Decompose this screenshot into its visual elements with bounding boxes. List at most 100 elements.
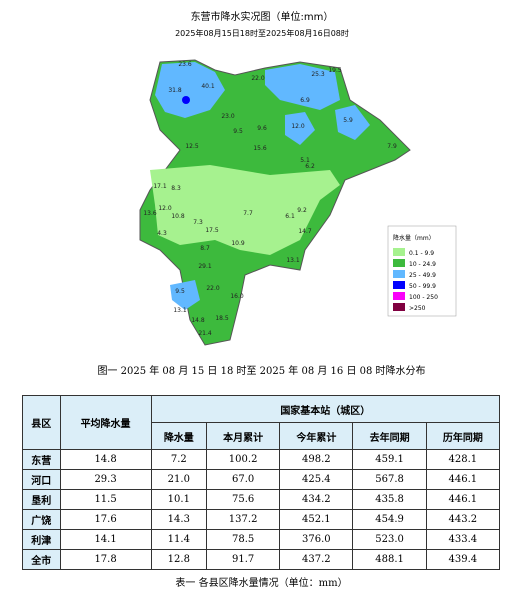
header-row: 县区 平均降水量 国家基本站（城区）: [22, 395, 501, 450]
table-cell: 567.8: [352, 469, 427, 490]
rain-area: [182, 96, 190, 104]
legend-swatch: [393, 292, 405, 300]
table-cell: 425.4: [279, 469, 354, 490]
table-cell: 100.2: [205, 449, 281, 470]
legend-swatch: [393, 270, 405, 278]
rain-area: [285, 112, 315, 145]
table-cell: 29.3: [59, 469, 152, 490]
legend-swatch: [393, 259, 405, 267]
table-cell: 459.1: [352, 449, 427, 470]
table-cell: 河口: [22, 469, 61, 490]
legend-swatch: [393, 303, 405, 311]
station-value: 7.3: [193, 219, 203, 226]
station-value: 9.2: [297, 207, 307, 214]
station-value: 40.1: [201, 83, 215, 90]
legend-label: 50 - 99.9: [409, 283, 436, 290]
station-value: 16.0: [230, 293, 244, 300]
station-value: 17.1: [153, 183, 167, 190]
station-value: 4.3: [157, 230, 167, 237]
station-value: 13.1: [286, 257, 300, 264]
legend-title: 降水量（mm）: [393, 234, 435, 242]
table-cell: 11.4: [150, 529, 208, 550]
station-value: 8.3: [171, 185, 181, 192]
table-row: 垦利 11.5 10.1 75.6 434.2 435.8 446.1: [22, 489, 501, 510]
legend-label: 0.1 - 9.9: [409, 250, 434, 257]
table-cell: 428.1: [425, 449, 501, 470]
table-cell: 433.4: [425, 529, 501, 550]
header-cell: 平均降水量: [59, 395, 152, 450]
header-cell: 去年同期: [352, 422, 427, 450]
station-value: 14.7: [298, 228, 312, 235]
map-title: 东营市降水实况图（单位:mm）: [191, 10, 334, 23]
header-cell: 本月累计: [205, 422, 281, 450]
legend-label: 25 - 49.9: [409, 272, 436, 279]
table-cell: 454.9: [352, 509, 427, 530]
station-value: 8.7: [200, 245, 210, 252]
station-value: 9.5: [233, 128, 243, 135]
rain-area: [155, 62, 225, 118]
header-cell: 今年累计: [279, 422, 354, 450]
station-value: 7.7: [243, 210, 253, 217]
table: 县区 平均降水量 国家基本站（城区） 降水量 本月累计 今年累计 去年同期 历年同期 东营 14.…: [22, 395, 501, 570]
header-cell: 历年同期: [425, 422, 501, 450]
header-cell: 县区: [22, 395, 61, 450]
station-value: 10.9: [231, 240, 245, 247]
legend-label: 10 - 24.9: [409, 261, 436, 268]
table-cell: 14.1: [59, 529, 152, 550]
table-cell: 452.1: [279, 509, 354, 530]
table-cell: 75.6: [205, 489, 281, 510]
table-cell: 17.6: [59, 509, 152, 530]
station-value: 7.9: [387, 143, 397, 150]
station-value: 23.0: [221, 113, 235, 120]
table-cell: 东营: [22, 449, 61, 470]
header-cell: 降水量: [150, 422, 208, 450]
station-value: 10.8: [171, 213, 185, 220]
table-cell: 437.2: [279, 549, 354, 570]
station-value: 9.6: [257, 125, 267, 132]
table-cell: 443.2: [425, 509, 501, 530]
table-cell: 498.2: [279, 449, 354, 470]
legend-swatch: [393, 248, 405, 256]
table-row: 全市 17.8 12.8 91.7 437.2 488.1 439.4: [22, 549, 501, 570]
station-value: 12.5: [185, 143, 199, 150]
station-value: 9.5: [175, 288, 185, 295]
legend-label: >250: [409, 305, 426, 312]
rain-area: [265, 64, 340, 110]
table-row: 东营 14.8 7.2 100.2 498.2 459.1 428.1: [22, 449, 501, 470]
station-value: 14.8: [191, 317, 205, 324]
table-cell: 利津: [22, 529, 61, 550]
station-value: 13.1: [173, 307, 187, 314]
table-cell: 446.1: [425, 489, 501, 510]
table-cell: 434.2: [279, 489, 354, 510]
rain-area: [335, 105, 370, 140]
table-cell: 446.1: [425, 469, 501, 490]
table-cell: 376.0: [279, 529, 354, 550]
table-row: 广饶 17.6 14.3 137.2 452.1 454.9 443.2: [22, 509, 501, 530]
rain-area: [170, 280, 200, 310]
table-cell: 全市: [22, 549, 61, 570]
station-value: 6.1: [285, 213, 295, 220]
table-cell: 11.5: [59, 489, 152, 510]
legend-swatch: [393, 281, 405, 289]
station-value: 21.4: [198, 330, 212, 337]
table-cell: 10.1: [150, 489, 208, 510]
station-value: 19.5: [328, 67, 342, 74]
station-value: 25.3: [311, 71, 325, 78]
station-value: 6.9: [300, 97, 310, 104]
station-value: 5.9: [343, 117, 353, 124]
table-cell: 137.2: [205, 509, 281, 530]
station-value: 23.6: [178, 61, 192, 68]
table-cell: 7.2: [150, 449, 208, 470]
station-value: 31.8: [168, 87, 182, 94]
table-cell: 435.8: [352, 489, 427, 510]
station-value: 29.1: [198, 263, 212, 270]
table-row: 利津 14.1 11.4 78.5 376.0 523.0 433.4: [22, 529, 501, 550]
table-cell: 78.5: [205, 529, 281, 550]
header-row: 降水量 本月累计 今年累计 去年同期 历年同期: [23, 422, 501, 450]
table-cell: 17.8: [59, 549, 152, 570]
table-cell: 488.1: [352, 549, 427, 570]
map: 东营市降水实况图（单位:mm） 2025年08月15日18时至2025年08月1…: [139, 10, 457, 346]
station-value: 12.0: [291, 123, 305, 130]
table-caption: 表一 各县区降水量情况（单位：mm）: [175, 578, 348, 589]
